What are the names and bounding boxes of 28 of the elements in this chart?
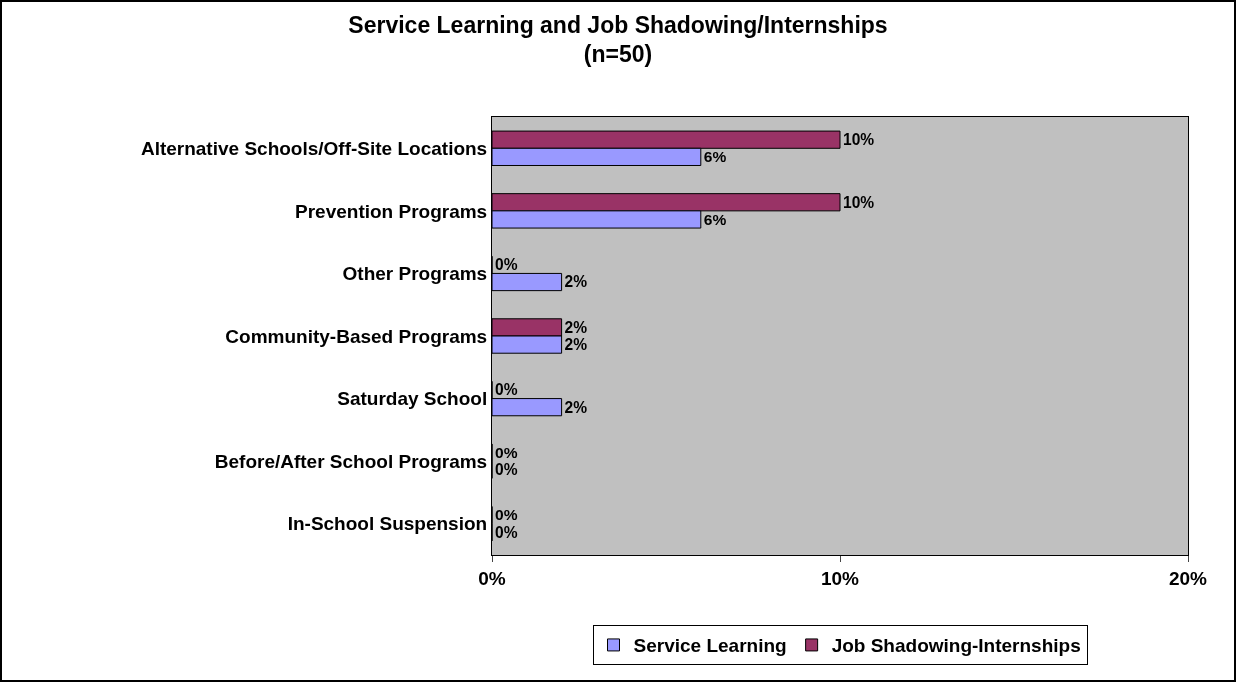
data-label: 0%: [495, 461, 518, 479]
data-label: 6%: [703, 210, 727, 228]
chart-subtitle: (n=50): [583, 41, 653, 68]
data-label: 0%: [495, 443, 518, 461]
legend-label: Job Shadowing-Internships: [831, 635, 1081, 657]
data-label: 0%: [495, 506, 518, 524]
y-tick-label: Other Programs: [342, 263, 488, 285]
x-tick-label: 10%: [820, 567, 860, 589]
chart-title: Service Learning and Job Shadowing/Internships: [348, 11, 888, 38]
y-tick-label: Prevention Programs: [295, 200, 488, 222]
data-label: 0%: [495, 381, 518, 399]
data-label: 10%: [843, 131, 875, 149]
data-label: 10%: [843, 193, 875, 211]
y-tick-label: Before/After School Programs: [214, 450, 488, 472]
data-label: 2%: [564, 398, 588, 416]
legend-label: Service Learning: [633, 635, 787, 657]
data-label: 2%: [564, 318, 588, 336]
x-tick-label: 20%: [1168, 567, 1208, 589]
y-tick-label: Community-Based Programs: [225, 325, 488, 347]
data-label: 0%: [495, 523, 518, 541]
data-label: 2%: [564, 335, 588, 353]
data-label: 2%: [564, 273, 588, 291]
y-tick-label: In-School Suspension: [287, 513, 488, 535]
x-tick-label: 0%: [478, 567, 506, 589]
y-tick-label: Saturday School: [337, 388, 488, 410]
y-tick-label: Alternative Schools/Off-Site Locations: [140, 137, 488, 159]
data-label: 0%: [495, 256, 518, 274]
data-label: 6%: [703, 148, 727, 166]
